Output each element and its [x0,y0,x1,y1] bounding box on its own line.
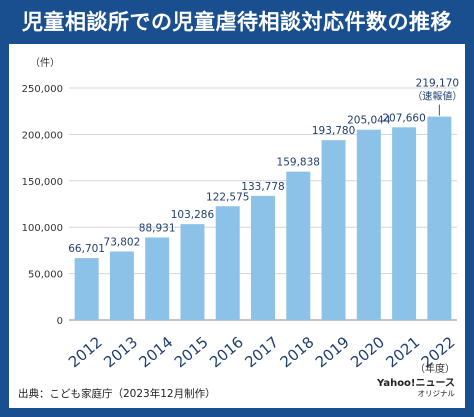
bar [109,251,134,320]
y-tick-label: 150,000 [22,177,63,188]
brand-sub: オリジナル [417,388,456,398]
data-label-note: （速報値） [412,90,462,103]
bar [427,116,452,321]
bar [145,237,170,320]
y-axis-unit: （件） [30,57,60,69]
x-tick-label: 2014 [136,333,177,371]
x-tick-label: 2015 [171,333,212,371]
data-label: 193,780 [312,125,355,137]
data-label: 219,170 [416,78,459,90]
data-label: 122,575 [206,191,249,203]
bar [356,129,381,320]
chart-panel: 66,701 73,802 88,931 103,286 122,575 133,778 1… [9,44,465,408]
data-label: 103,286 [171,209,215,221]
x-tick-label: 2019 [312,333,353,371]
x-tick-label: 2016 [206,333,247,371]
data-label: 159,838 [277,157,320,169]
data-label: 207,660 [382,112,425,124]
data-label: 205,044 [347,115,391,127]
data-label: 133,778 [241,181,284,193]
bar [321,140,346,320]
chart-title: 児童相談所での児童虐待相談対応件数の推移 [22,10,452,34]
data-label: 66,701 [68,243,105,255]
data-label: 73,802 [104,237,141,249]
y-tick-label: 200,000 [22,130,63,141]
bar [215,206,240,320]
bar [392,127,417,320]
source-note: 出典：こども家庭庁（2023年12月制作） [18,388,216,400]
y-tick-label: 100,000 [22,223,63,234]
brand-logo: Yahoo!ニュース オリジナル [377,378,455,398]
bar [74,258,99,320]
y-tick-label: 250,000 [22,84,63,95]
x-tick-label: 2018 [277,333,318,371]
x-tick-label: 2012 [65,333,106,371]
bar [180,224,205,320]
brand-name: Yahoo!ニュース [377,378,455,389]
data-label: 88,931 [139,222,176,234]
bar [286,171,311,320]
x-tick-label: 2013 [100,333,141,371]
x-axis-unit: （年度） [415,362,455,375]
y-tick-label: 50,000 [28,270,63,281]
y-tick-label: 0 [57,316,63,327]
x-tick-label: 2020 [347,333,388,371]
bar [251,195,275,320]
x-tick-label: 2017 [241,333,282,371]
